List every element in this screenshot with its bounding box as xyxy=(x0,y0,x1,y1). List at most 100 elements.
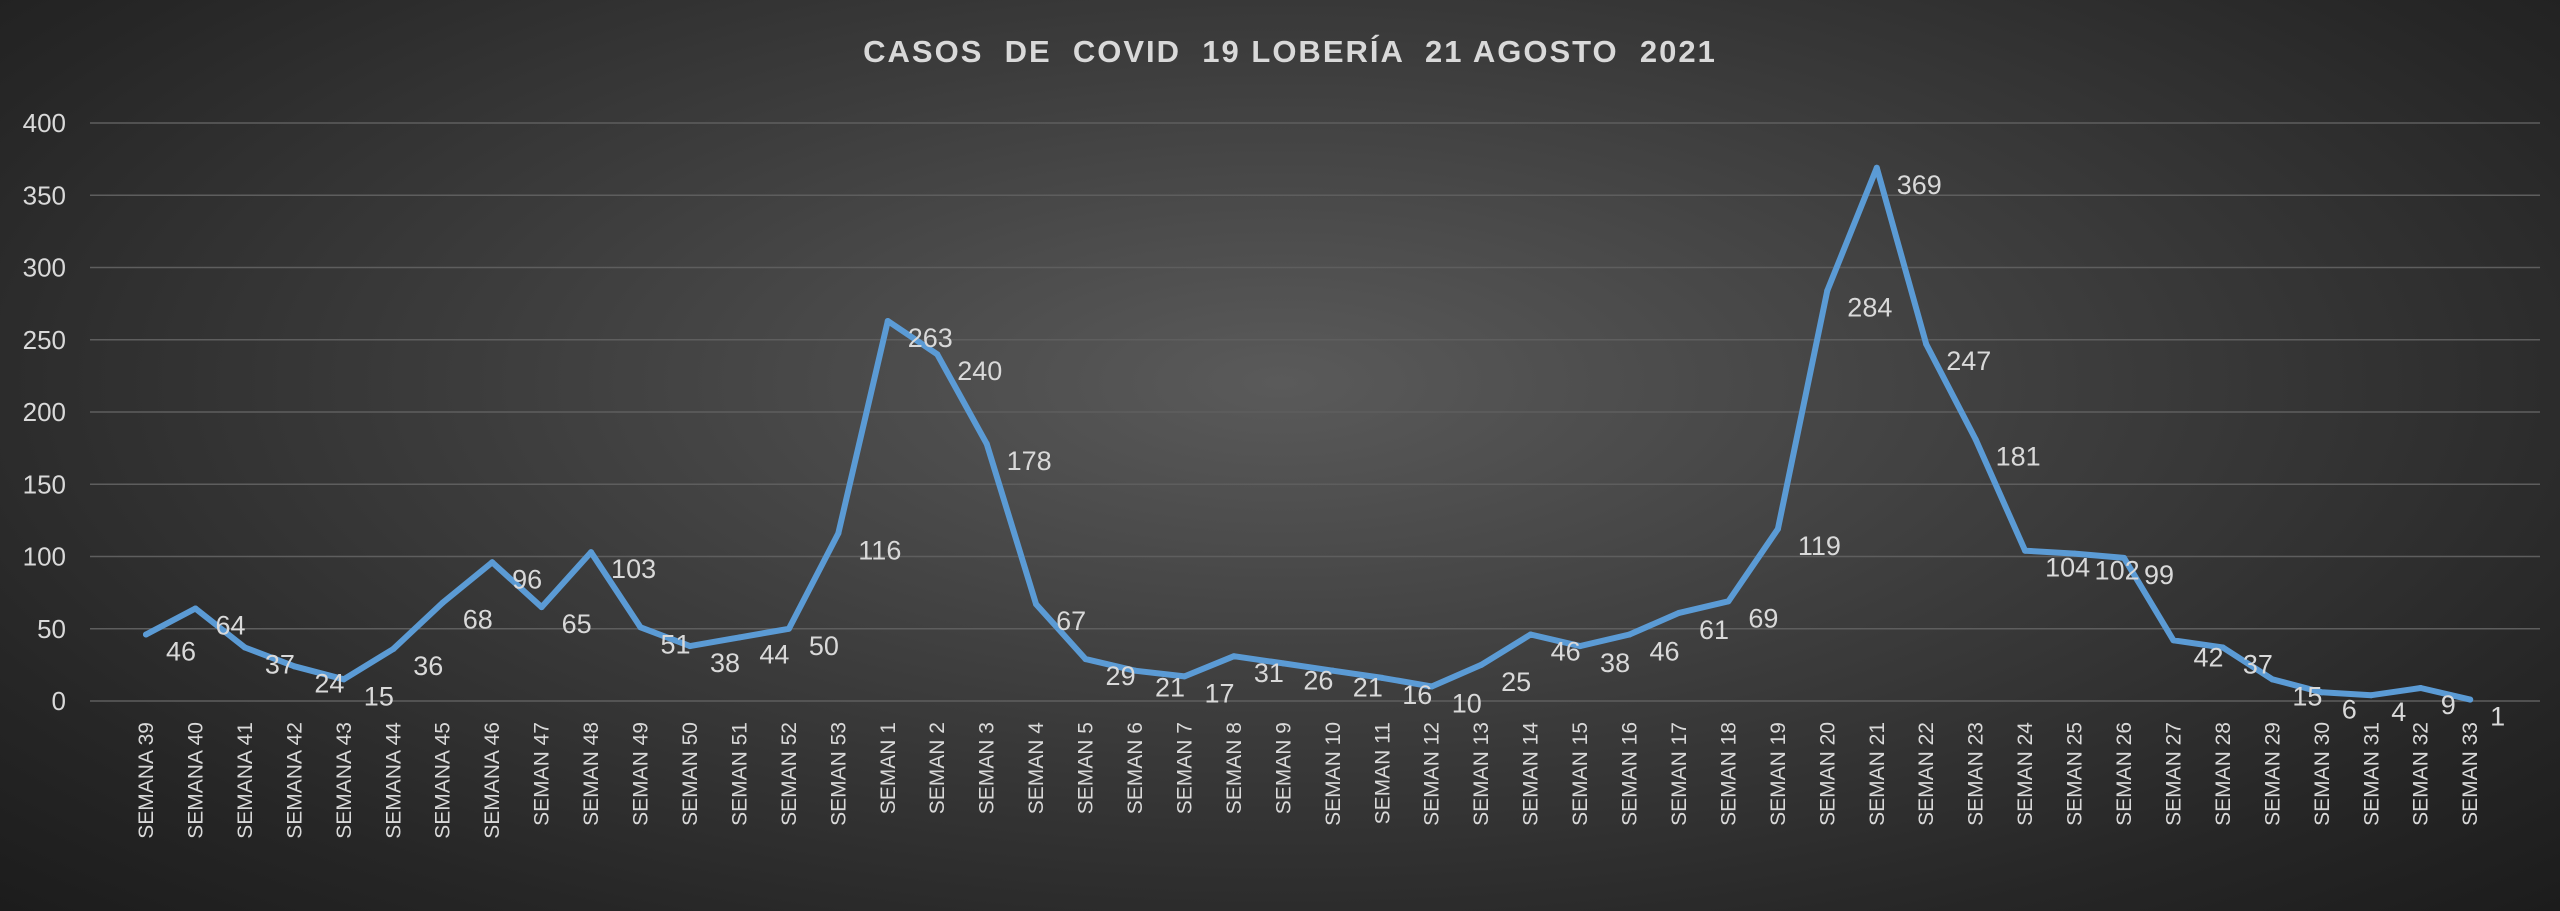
data-point xyxy=(2368,692,2375,699)
data-point xyxy=(1230,653,1237,660)
data-label: 21 xyxy=(1353,673,1383,703)
x-tick-label: SEMAN 4 xyxy=(1025,722,1048,815)
x-tick-label: SEMAN 52 xyxy=(778,722,801,826)
x-tick-label: SEMANA 43 xyxy=(333,722,356,839)
data-point xyxy=(1181,673,1188,680)
series-line-group xyxy=(143,164,2474,703)
data-point xyxy=(143,631,149,638)
x-tick-label: SEMAN 18 xyxy=(1717,722,1740,826)
data-point xyxy=(736,634,743,641)
data-point xyxy=(1725,598,1732,605)
data-label: 17 xyxy=(1204,678,1234,708)
data-point xyxy=(934,351,941,358)
x-tick-label: SEMAN 17 xyxy=(1668,722,1691,826)
data-point xyxy=(1577,643,1584,650)
y-tick-label: 400 xyxy=(23,108,66,138)
x-tick-label: SEMAN 33 xyxy=(2459,722,2482,826)
data-point xyxy=(1379,674,1386,681)
data-point xyxy=(1873,164,1880,171)
data-label: 24 xyxy=(314,668,344,698)
data-label: 103 xyxy=(611,554,656,584)
y-tick-label: 250 xyxy=(23,325,66,355)
data-label: 69 xyxy=(1748,603,1778,633)
data-point xyxy=(1329,667,1336,674)
y-tick-label: 50 xyxy=(37,614,66,644)
x-tick-label: SEMAN 7 xyxy=(1173,722,1196,814)
x-tick-label: SEMANA 40 xyxy=(184,722,207,839)
x-tick-label: SEMAN 28 xyxy=(2212,722,2235,826)
data-point xyxy=(2318,689,2325,696)
data-label: 104 xyxy=(2045,553,2090,583)
data-label: 1 xyxy=(2490,702,2505,732)
x-tick-label: SEMAN 3 xyxy=(976,722,999,814)
x-tick-label: SEMAN 27 xyxy=(2162,722,2185,826)
x-tick-label: SEMANA 45 xyxy=(432,722,455,839)
data-label: 116 xyxy=(858,535,901,565)
data-label: 247 xyxy=(1946,346,1991,376)
data-point xyxy=(291,663,298,670)
data-label: 29 xyxy=(1106,661,1136,691)
x-tick-label: SEMAN 51 xyxy=(728,722,751,826)
y-tick-label: 300 xyxy=(23,253,66,283)
data-label: 42 xyxy=(2193,642,2223,672)
y-tick-label: 100 xyxy=(23,542,66,572)
data-point xyxy=(2071,550,2078,557)
data-point xyxy=(1774,526,1781,533)
x-tick-label: SEMAN 2 xyxy=(926,722,949,814)
x-tick-label: SEMAN 48 xyxy=(580,722,603,826)
data-point xyxy=(983,440,990,447)
data-label: 263 xyxy=(908,323,953,353)
data-point xyxy=(1972,436,1979,443)
data-label: 36 xyxy=(413,651,443,681)
data-label: 6 xyxy=(2342,694,2357,724)
data-label: 68 xyxy=(463,605,493,635)
data-point xyxy=(2219,644,2226,651)
x-tick-label: SEMAN 15 xyxy=(1569,722,1592,826)
x-tick-label: SEMANA 39 xyxy=(135,722,158,839)
data-point xyxy=(2467,696,2474,703)
data-point xyxy=(2022,547,2029,554)
data-point xyxy=(1675,609,1682,616)
data-point xyxy=(439,599,446,606)
data-label: 21 xyxy=(1155,673,1185,703)
data-label: 38 xyxy=(1600,648,1630,678)
x-tick-label: SEMAN 1 xyxy=(877,722,900,814)
data-point xyxy=(192,605,199,612)
data-label: 37 xyxy=(265,650,295,680)
data-label: 181 xyxy=(1996,441,2041,471)
x-tick-label: SEMAN 14 xyxy=(1520,722,1543,826)
data-point xyxy=(1923,341,1930,348)
x-tick-label: SEMANA 41 xyxy=(234,722,257,839)
x-tick-label: SEMAN 24 xyxy=(2014,722,2037,826)
data-label: 178 xyxy=(1007,446,1052,476)
data-point xyxy=(1428,683,1435,690)
data-label: 369 xyxy=(1897,170,1942,200)
data-point xyxy=(835,530,842,537)
x-tick-label: SEMANA 44 xyxy=(382,722,405,839)
data-label: 50 xyxy=(809,631,839,661)
y-tick-label: 350 xyxy=(23,180,66,210)
data-point xyxy=(637,624,644,631)
data-label: 284 xyxy=(1847,293,1892,323)
data-label: 44 xyxy=(759,639,789,669)
data-label: 51 xyxy=(661,629,691,659)
data-label: 67 xyxy=(1056,606,1086,636)
data-label: 46 xyxy=(1551,637,1581,667)
data-label: 99 xyxy=(2144,560,2174,590)
data-point xyxy=(2417,684,2424,691)
gridlines xyxy=(90,122,2540,702)
series-line xyxy=(143,164,2474,703)
x-tick-label: SEMAN 6 xyxy=(1124,722,1147,814)
data-label: 96 xyxy=(512,564,542,594)
data-label: 10 xyxy=(1452,689,1482,719)
x-tick-label: SEMAN 16 xyxy=(1619,722,1642,826)
data-label: 15 xyxy=(2292,681,2322,711)
x-tick-label: SEMAN 49 xyxy=(630,722,653,826)
data-point xyxy=(2269,676,2276,683)
chart-title: CASOS DE COVID 19 LOBERÍA 21 AGOSTO 2021 xyxy=(863,34,1717,69)
data-label: 31 xyxy=(1254,658,1284,688)
data-label: 38 xyxy=(710,648,740,678)
x-tick-label: SEMAN 25 xyxy=(2064,722,2087,826)
x-tick-label: SEMAN 30 xyxy=(2311,722,2334,826)
